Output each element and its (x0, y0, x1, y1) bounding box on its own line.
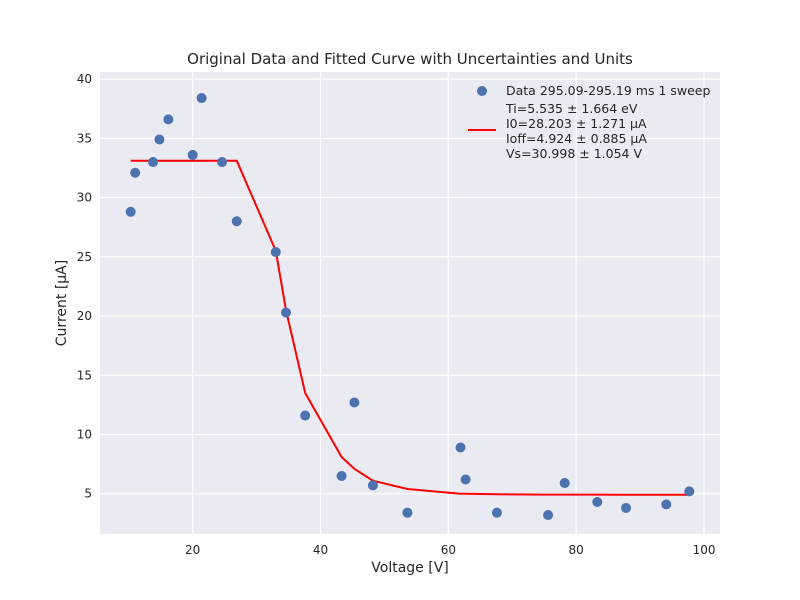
fitted-curve-layer (130, 159, 690, 496)
y-tick-label: 40 (77, 72, 92, 86)
data-point (125, 206, 136, 217)
data-point (231, 216, 242, 227)
legend-fit-label: Ti=5.535 ± 1.664 eV I0=28.203 ± 1.271 μA I… (505, 101, 647, 161)
y-tick-label: 15 (77, 368, 92, 382)
y-tick-label: 10 (77, 427, 92, 441)
y-tick-label: 30 (77, 191, 92, 205)
x-tick-label: 40 (313, 543, 328, 557)
x-tick-label: 60 (441, 543, 456, 557)
data-point (148, 157, 159, 168)
legend-fit-line-text: Ti=5.535 ± 1.664 eV (505, 101, 638, 116)
data-point (281, 307, 291, 318)
chart-title: Original Data and Fitted Curve with Unce… (187, 50, 633, 68)
data-point (130, 167, 141, 178)
data-point (455, 442, 466, 453)
data-point (460, 474, 471, 485)
data-point (336, 470, 347, 481)
data-point (300, 410, 311, 421)
plot-area (100, 72, 720, 534)
x-tick-label: 80 (569, 543, 584, 557)
data-point (661, 499, 672, 510)
data-point (270, 247, 281, 258)
legend-data-label: Data 295.09-295.19 ms 1 sweep (506, 83, 710, 98)
y-tick-label: 20 (77, 309, 92, 323)
y-axis-label: Current [μA] (54, 260, 70, 346)
data-point (163, 114, 174, 125)
data-point (592, 497, 603, 508)
data-point (543, 510, 554, 521)
data-points-layer (125, 93, 695, 521)
data-point (559, 478, 570, 489)
data-point (491, 507, 502, 518)
y-tick-label: 5 (84, 487, 92, 501)
legend-data-marker (477, 86, 487, 96)
x-axis-label: Voltage [V] (371, 560, 448, 576)
data-point (402, 507, 413, 518)
legend-fit-line-text: Ioff=4.924 ± 0.885 μA (506, 131, 647, 146)
y-axis-ticks: 5 10 15 20 25 30 35 40 (77, 72, 92, 501)
data-point (349, 397, 360, 408)
x-axis-ticks: 20 40 60 80 100 (185, 543, 715, 557)
data-point (367, 480, 378, 491)
grid (100, 72, 720, 534)
x-tick-label: 20 (185, 543, 200, 557)
y-tick-label: 35 (77, 131, 92, 145)
legend-fit-line-text: I0=28.203 ± 1.271 μA (506, 116, 647, 131)
data-point (621, 502, 632, 513)
data-point (187, 149, 198, 160)
data-point (684, 486, 695, 497)
data-point (217, 157, 228, 168)
y-tick-label: 25 (77, 250, 92, 264)
data-point (196, 93, 207, 104)
legend: Data 295.09-295.19 ms 1 sweep Ti=5.535 ±… (468, 83, 710, 161)
data-point (154, 134, 165, 145)
x-tick-label: 100 (693, 543, 716, 557)
fitted-curve (130, 159, 690, 496)
legend-fit-line-text: Vs=30.998 ± 1.054 V (506, 146, 642, 161)
